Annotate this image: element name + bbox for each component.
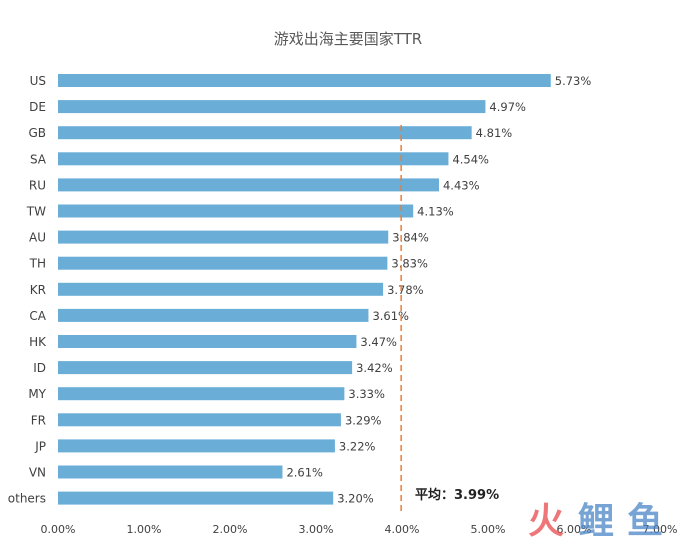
value-label: 3.33% bbox=[348, 387, 385, 401]
value-label: 4.81% bbox=[476, 126, 513, 140]
bar bbox=[58, 361, 353, 375]
value-label: 3.84% bbox=[392, 231, 429, 245]
x-tick-label: 7.00% bbox=[643, 523, 678, 536]
bar bbox=[58, 465, 283, 479]
bars-layer: US 5.73% DE 4.97% GB 4.81% SA 4.54% RU 4.43% TW 4.1… bbox=[8, 74, 592, 506]
bar bbox=[58, 282, 384, 296]
chart-title: 游戏出海主要国家TTR bbox=[274, 30, 423, 48]
category-label: VN bbox=[29, 466, 46, 480]
value-label: 4.13% bbox=[417, 205, 454, 219]
value-label: 3.61% bbox=[372, 309, 409, 323]
value-label: 2.61% bbox=[286, 466, 323, 480]
category-label: FR bbox=[31, 413, 46, 427]
bar bbox=[58, 178, 439, 192]
bar-row-hk: HK 3.47% bbox=[29, 335, 397, 349]
bar-row-fr: FR 3.29% bbox=[31, 413, 382, 427]
category-label: MY bbox=[28, 387, 46, 401]
category-label: DE bbox=[29, 100, 46, 114]
bar-row-th: TH 3.83% bbox=[29, 256, 428, 271]
bar bbox=[58, 308, 369, 322]
bar-row-gb: GB 4.81% bbox=[28, 126, 512, 140]
category-label: US bbox=[30, 74, 46, 88]
watermark-logo: 火鲤鱼 bbox=[528, 501, 663, 542]
bar bbox=[58, 439, 335, 453]
bar-row-others: others 3.20% bbox=[8, 491, 374, 506]
value-label: 4.97% bbox=[489, 100, 526, 114]
category-label: others bbox=[8, 492, 46, 506]
bar bbox=[58, 256, 388, 270]
bar-row-jp: JP 3.22% bbox=[34, 439, 376, 453]
value-label: 3.78% bbox=[387, 283, 424, 297]
x-tick-label: 3.00% bbox=[299, 523, 334, 536]
bar-row-id: ID 3.42% bbox=[33, 361, 393, 375]
bar-row-us: US 5.73% bbox=[30, 74, 592, 88]
bar-row-de: DE 4.97% bbox=[29, 100, 526, 114]
x-tick-label: 0.00% bbox=[41, 523, 76, 536]
bar-row-sa: SA 4.54% bbox=[30, 152, 489, 166]
bar bbox=[58, 413, 341, 427]
category-label: RU bbox=[29, 178, 46, 192]
category-label: JP bbox=[34, 439, 46, 453]
category-label: AU bbox=[29, 231, 46, 245]
category-label: TH bbox=[29, 257, 46, 271]
bar-row-tw: TW 4.13% bbox=[26, 204, 454, 219]
bar bbox=[58, 491, 334, 505]
bar bbox=[58, 335, 357, 348]
bar bbox=[58, 230, 389, 244]
average-layer: 平均：3.99% bbox=[400, 125, 499, 512]
value-label: 4.54% bbox=[452, 152, 489, 166]
watermark-char: 鱼 bbox=[627, 501, 663, 542]
category-label: HK bbox=[29, 335, 47, 349]
bar-row-my: MY 3.33% bbox=[28, 387, 385, 401]
watermark-char: 鲤 bbox=[578, 501, 614, 542]
value-label: 3.42% bbox=[356, 361, 393, 375]
value-label: 3.83% bbox=[391, 257, 428, 271]
category-label: SA bbox=[30, 152, 47, 166]
bar-row-kr: KR 3.78% bbox=[30, 282, 424, 297]
x-tick-label: 2.00% bbox=[213, 523, 248, 536]
value-label: 4.43% bbox=[443, 178, 480, 192]
bar-row-vn: VN 2.61% bbox=[29, 465, 323, 480]
category-label: KR bbox=[30, 283, 46, 297]
category-label: GB bbox=[28, 126, 46, 140]
value-label: 3.47% bbox=[360, 335, 397, 349]
value-label: 3.22% bbox=[339, 439, 376, 453]
bar-row-au: AU 3.84% bbox=[29, 230, 429, 245]
bar bbox=[58, 100, 486, 114]
x-axis: 0.00% 1.00% 2.00% 3.00% 4.00% 5.00% 6.00% 7.00% bbox=[41, 523, 678, 536]
bar bbox=[58, 204, 414, 218]
bar-row-ru: RU 4.43% bbox=[29, 178, 480, 192]
x-tick-label: 1.00% bbox=[127, 523, 162, 536]
value-label: 5.73% bbox=[555, 74, 592, 88]
category-label: TW bbox=[26, 205, 46, 219]
value-label: 3.20% bbox=[337, 492, 374, 506]
bar bbox=[58, 387, 345, 401]
bar bbox=[58, 152, 449, 166]
x-tick-label: 5.00% bbox=[471, 523, 506, 536]
average-label: 平均：3.99% bbox=[415, 487, 499, 503]
bar-row-ca: CA 3.61% bbox=[29, 308, 409, 323]
category-label: CA bbox=[29, 309, 46, 323]
x-tick-label: 6.00% bbox=[557, 523, 592, 536]
watermark-char: 火 bbox=[528, 501, 564, 542]
bar bbox=[58, 74, 551, 87]
bar bbox=[58, 126, 472, 140]
value-label: 3.29% bbox=[345, 413, 382, 427]
x-tick-label: 4.00% bbox=[385, 523, 420, 536]
category-label: ID bbox=[33, 361, 46, 375]
